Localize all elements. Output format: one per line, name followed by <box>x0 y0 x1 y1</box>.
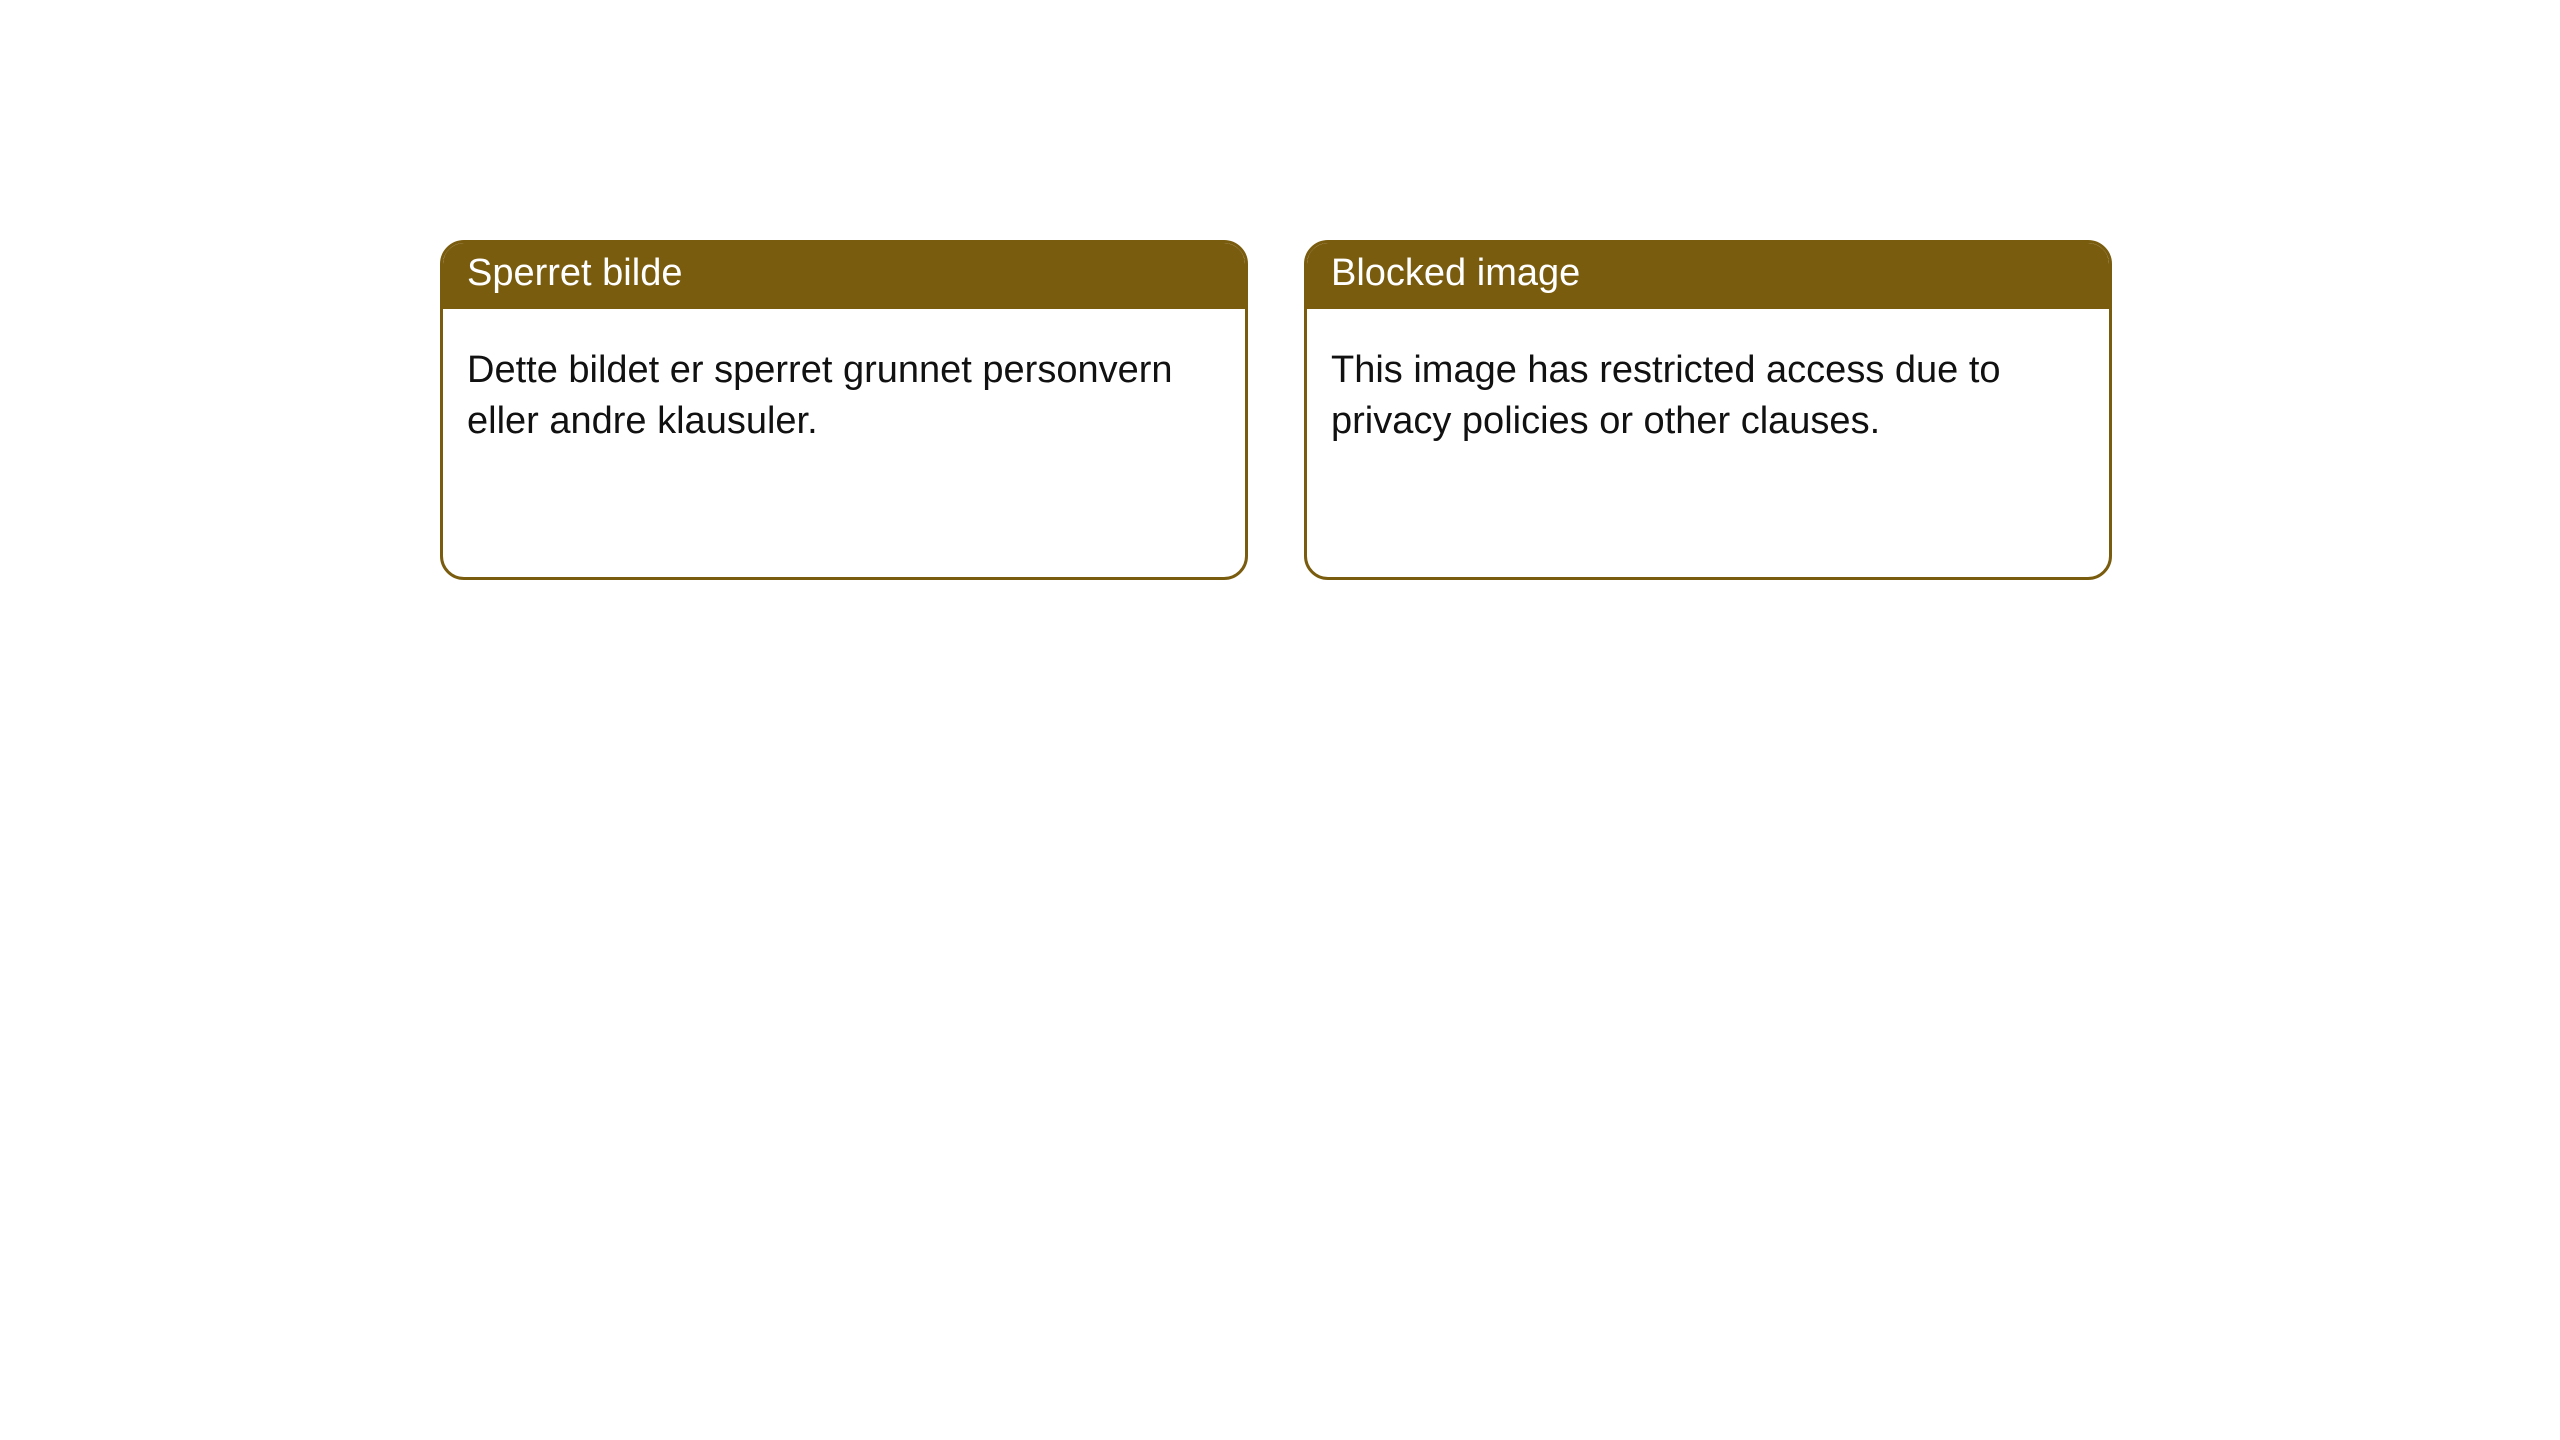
notice-card-header: Blocked image <box>1307 243 2109 309</box>
notice-card-body: Dette bildet er sperret grunnet personve… <box>443 309 1245 472</box>
notice-container: Sperret bilde Dette bildet er sperret gr… <box>440 240 2112 580</box>
notice-card-norwegian: Sperret bilde Dette bildet er sperret gr… <box>440 240 1248 580</box>
notice-card-english: Blocked image This image has restricted … <box>1304 240 2112 580</box>
notice-card-header: Sperret bilde <box>443 243 1245 309</box>
notice-card-body: This image has restricted access due to … <box>1307 309 2109 472</box>
